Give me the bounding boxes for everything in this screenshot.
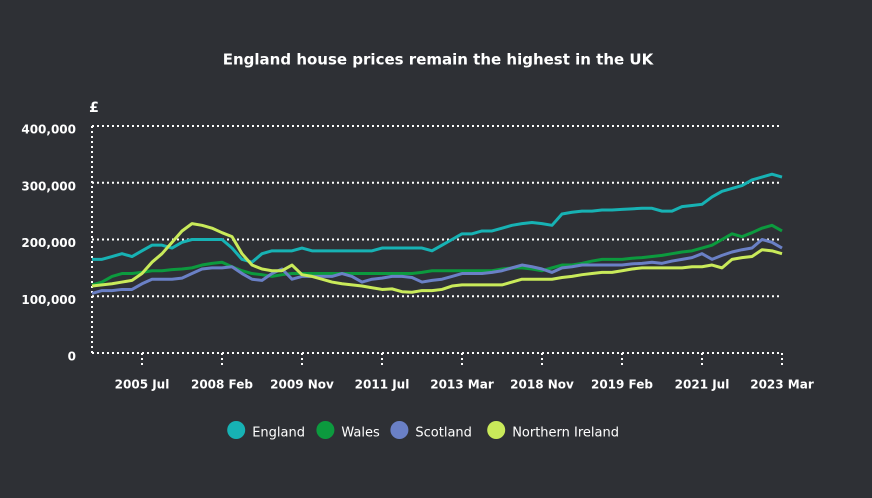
x-tick-label: 2013 Mar [430, 378, 494, 392]
x-tick-label: 2018 Nov [510, 378, 574, 392]
series-line [91, 222, 783, 294]
x-tick-label: 2011 Jul [355, 378, 410, 392]
y-tick-label: 100,000 [21, 293, 76, 307]
x-tick-label: 2009 Nov [270, 378, 334, 392]
y-tick-label: 200,000 [21, 236, 76, 250]
legend-label: Scotland [415, 426, 472, 441]
legend-marker [227, 421, 246, 439]
x-tick-label: 2021 Jul [675, 378, 730, 392]
legend-marker [487, 421, 506, 439]
x-tick-label: 2008 Feb [191, 378, 253, 392]
y-tick-label: 400,000 [21, 123, 76, 137]
y-tick-label: 0 [68, 350, 76, 364]
y-axis-label: £ [89, 100, 99, 116]
y-tick-label: 300,000 [21, 179, 76, 193]
series-line [91, 238, 783, 295]
x-tick-label: 2005 Jul [115, 378, 170, 392]
legend-marker [316, 421, 335, 439]
chart-title: England house prices remain the highest … [223, 51, 655, 69]
series-line [92, 172, 783, 264]
series-line [91, 223, 783, 287]
legend-label: England [252, 426, 305, 441]
legend-marker [390, 421, 409, 439]
legend-label: Wales [341, 426, 380, 441]
x-tick-label: 2023 Mar [750, 378, 814, 392]
x-tick-label: 2019 Feb [591, 378, 653, 392]
legend-label: Northern Ireland [512, 426, 619, 441]
